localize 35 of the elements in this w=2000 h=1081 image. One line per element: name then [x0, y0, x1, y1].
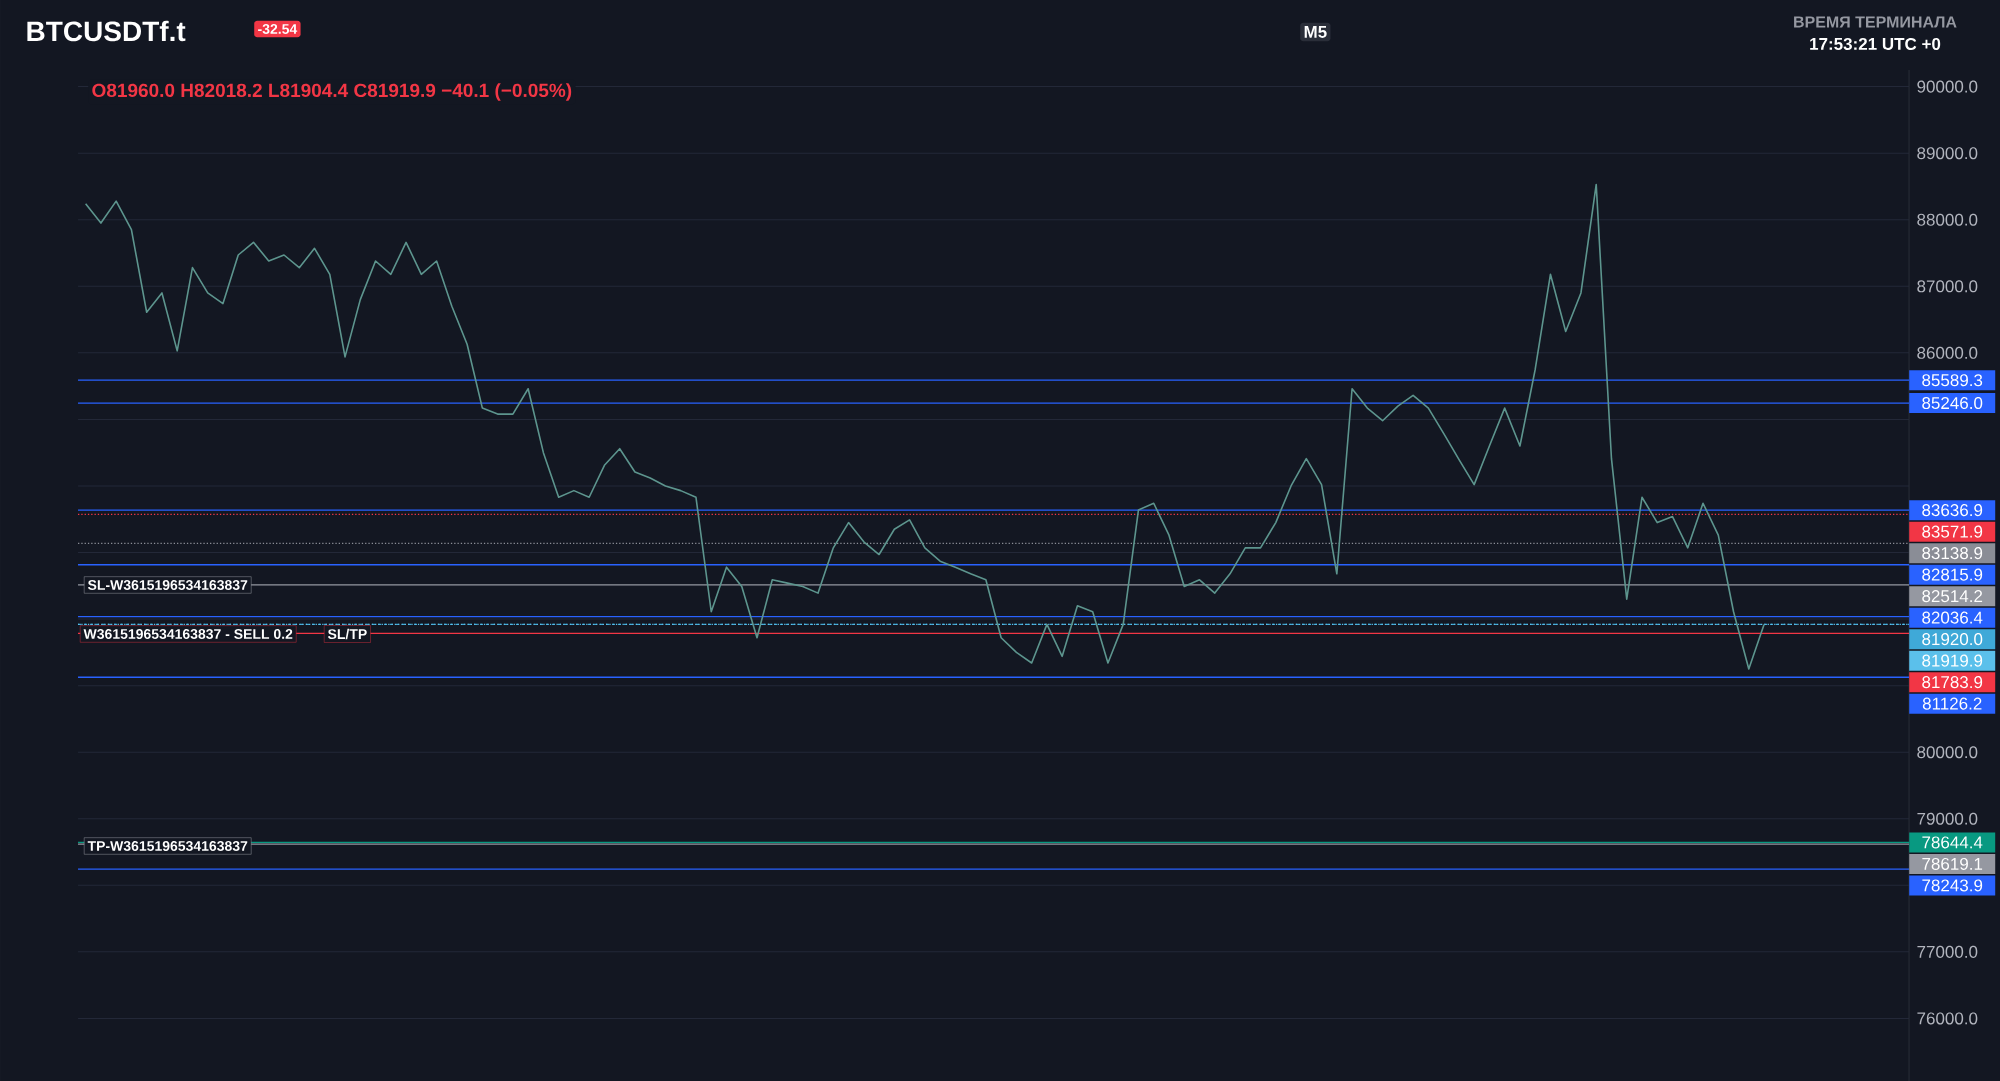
ref-line-label: 83571.9 [1922, 525, 1983, 538]
annotation: SL-W3615196534163837 [87, 580, 248, 590]
ref-line-label: 82514.2 [1922, 590, 1983, 603]
annotation: TP-W3615196534163837 [87, 841, 248, 851]
ref-line-label: 78644.4 [1922, 836, 1983, 849]
text: ВРЕМЯ ТЕРМИНАЛА [1794, 16, 1957, 28]
y-tick-label: 89000.0 [1917, 147, 1978, 160]
y-tick-label: 88000.0 [1917, 213, 1978, 226]
ref-line-label: 81126.2 [1922, 697, 1982, 710]
ref-line-label: 83636.9 [1922, 504, 1983, 517]
y-tick-label: 77000.0 [1917, 945, 1978, 958]
y-tick-label: 90000.0 [1917, 80, 1978, 93]
ref-line-label: 81919.9 [1922, 654, 1983, 667]
ref-line-label: 78243.9 [1922, 879, 1983, 892]
y-tick-label: 86000.0 [1917, 346, 1978, 359]
y-tick-label: 87000.0 [1917, 280, 1978, 293]
chart-title: BTCUSDTf.t [27, 20, 186, 42]
ref-line-label: 85589.3 [1922, 374, 1983, 387]
ref-line-label: 81920.0 [1922, 633, 1983, 646]
ref-line-label: 83138.9 [1922, 547, 1983, 560]
ref-line-label: 78619.1 [1922, 857, 1983, 870]
y-tick-label: 79000.0 [1917, 812, 1978, 825]
y-tick-label: 80000.0 [1917, 746, 1978, 759]
line-series [84, 183, 1765, 670]
text: 17:53:21 UTC +0 [1810, 37, 1941, 51]
ref-line-label: 85246.0 [1922, 397, 1983, 410]
annotation: SL/TP [327, 628, 367, 640]
annotation: O81960.0 H82018.2 L81904.4 C81919.9 −40.1 (−0.05%) [92, 83, 572, 101]
annotation: W3615196534163837 - SELL 0.2 [83, 629, 293, 639]
y-tick-label: 76000.0 [1917, 1012, 1978, 1025]
ref-line-label: 82036.4 [1922, 611, 1983, 624]
ref-line-label: 82815.9 [1922, 568, 1983, 581]
text: M5 [1304, 26, 1327, 38]
ref-line-label: 81783.9 [1922, 676, 1983, 689]
text: -32.54 [258, 24, 298, 34]
